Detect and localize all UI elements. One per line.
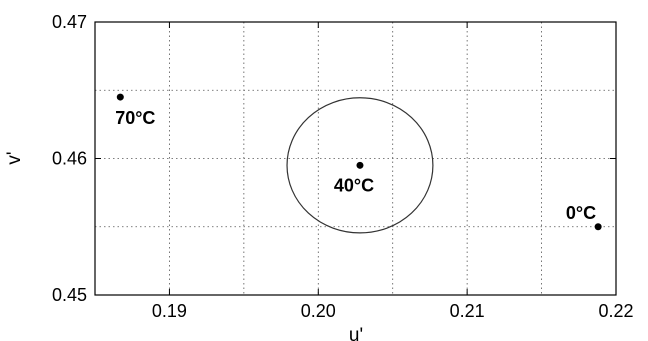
plot-background: [95, 22, 616, 295]
data-point: [116, 93, 124, 101]
data-label: 0°C: [566, 203, 596, 223]
y-tick-labels: 0.45 0.46 0.47: [52, 12, 87, 305]
data-label: 40°C: [334, 175, 374, 195]
x-tick-label: 0.19: [152, 301, 187, 321]
x-tick-label: 0.20: [301, 301, 336, 321]
plot-frame: [94, 21, 617, 296]
data-label: 70°C: [115, 108, 155, 128]
y-tick-label: 0.45: [52, 285, 87, 305]
x-tick-labels: 0.19 0.20 0.21 0.22: [152, 301, 634, 321]
y-axis-label: v': [4, 151, 25, 164]
data-points: 70°C 40°C 0°C: [115, 93, 602, 231]
x-axis-label: u': [349, 325, 363, 341]
y-tick-label: 0.46: [52, 149, 87, 169]
tolerance-ellipse: [286, 97, 434, 234]
grid-lines: [95, 22, 616, 295]
x-tick-label: 0.21: [450, 301, 485, 321]
y-tick-label: 0.47: [52, 12, 87, 32]
data-point: [356, 161, 364, 169]
data-point: [594, 223, 602, 231]
x-tick-label: 0.22: [598, 301, 633, 321]
